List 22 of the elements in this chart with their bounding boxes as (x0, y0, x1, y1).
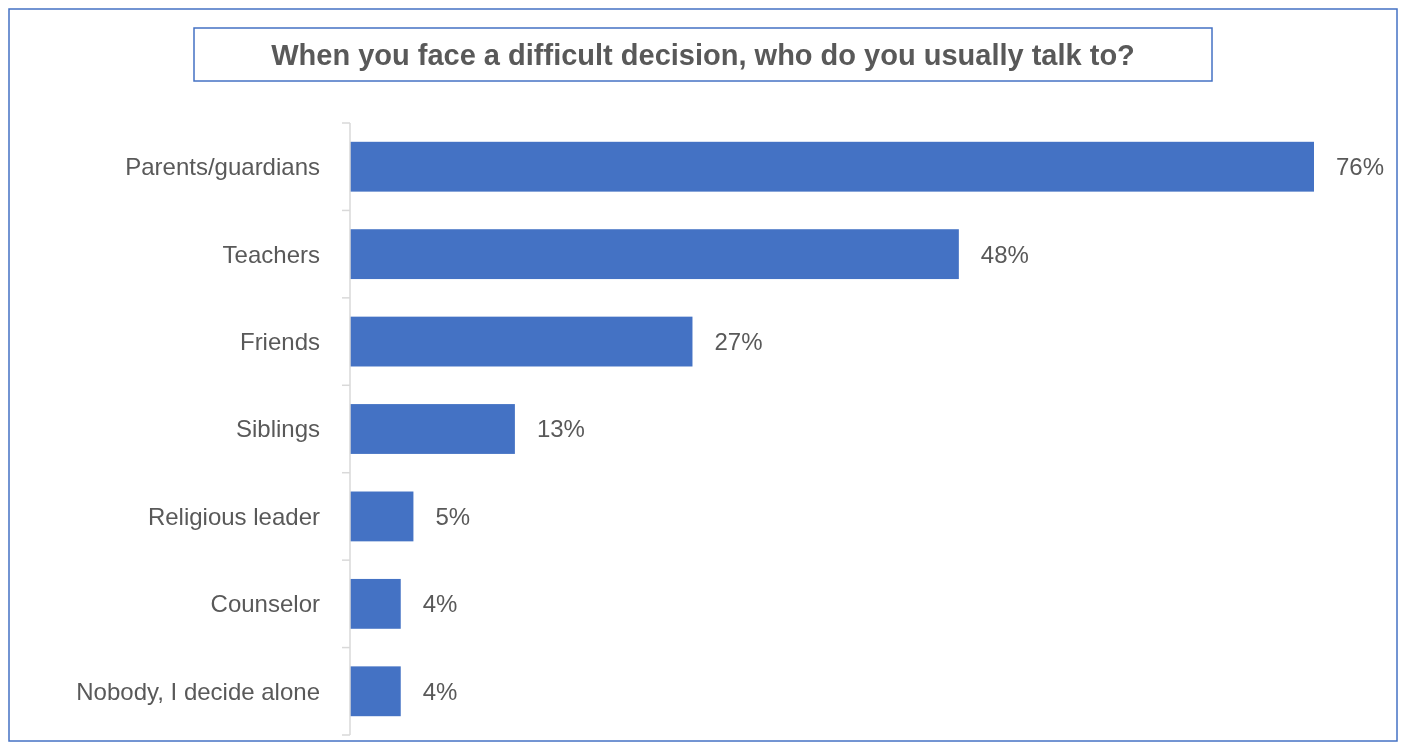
data-label: 48% (980, 240, 1029, 268)
bar (350, 141, 1314, 192)
bar (350, 578, 401, 629)
y-tick-label: Friends (239, 327, 320, 355)
bar (350, 316, 693, 367)
data-label: 13% (536, 415, 585, 443)
data-label: 27% (714, 327, 763, 355)
y-tick-label: Parents/guardians (125, 153, 320, 181)
y-tick-label: Nobody, I decide alone (76, 677, 320, 705)
bar (350, 666, 401, 717)
data-label: 4% (422, 677, 458, 705)
y-tick-label: Counselor (210, 590, 320, 618)
data-label: 76% (1336, 153, 1385, 181)
y-tick-label: Siblings (235, 415, 320, 443)
y-tick-label: Teachers (222, 240, 320, 268)
chart-title: When you face a difficult decision, who do you usually talk to? (271, 39, 1135, 72)
bar (350, 404, 515, 454)
y-tick-label: Religious leader (147, 502, 320, 530)
bar (350, 491, 414, 542)
data-label: 5% (435, 502, 471, 530)
data-label: 4% (422, 590, 458, 618)
bar (350, 229, 959, 280)
